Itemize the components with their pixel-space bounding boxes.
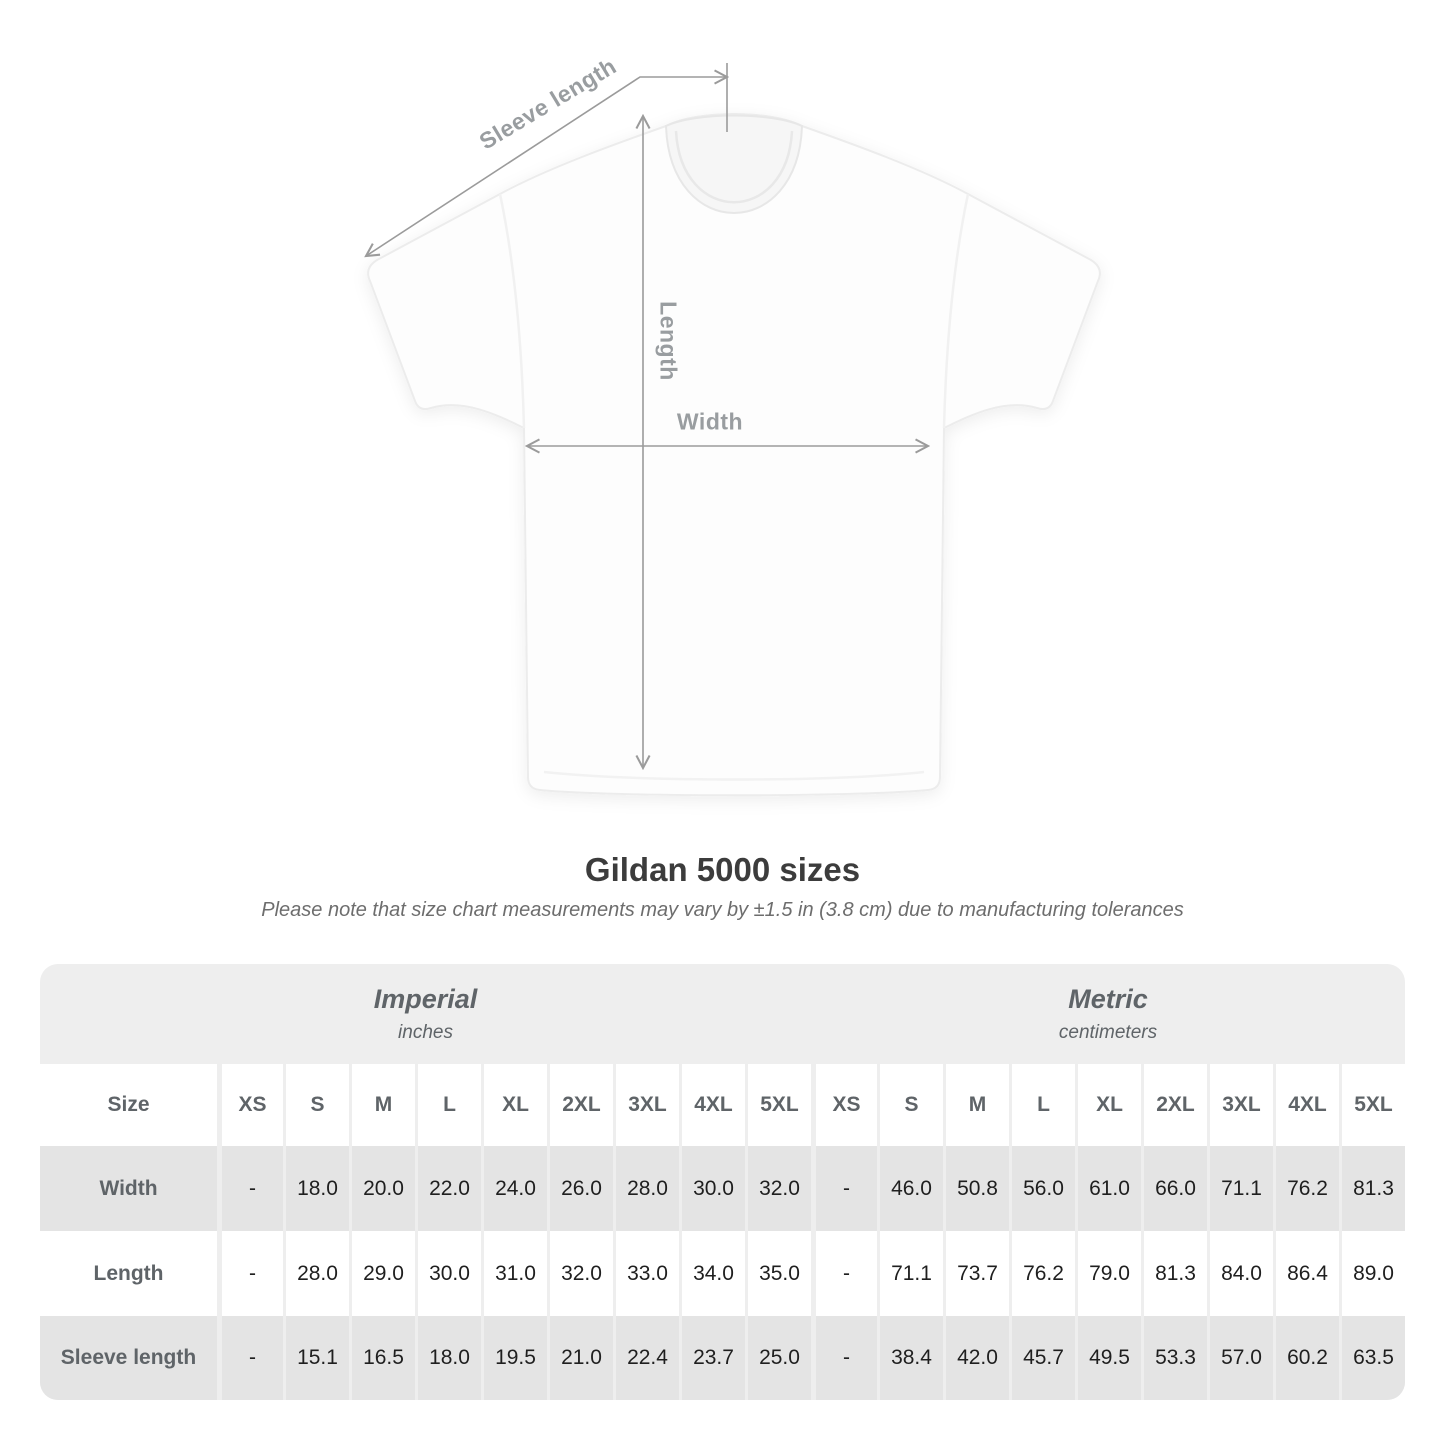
column-header: 4XL xyxy=(1273,1064,1339,1146)
size-table: Imperial inches Metric centimeters Size … xyxy=(40,964,1405,1400)
table-cell: 84.0 xyxy=(1207,1231,1273,1316)
tshirt-diagram: Sleeve length Length Width xyxy=(364,53,1101,797)
tolerance-note: Please note that size chart measurements… xyxy=(261,899,1184,921)
imperial-section-header: Imperial inches xyxy=(40,964,811,1064)
table-cell: 19.5 xyxy=(481,1316,547,1400)
table-cell: 38.4 xyxy=(877,1316,943,1400)
table-cell: 42.0 xyxy=(943,1316,1009,1400)
column-header: M xyxy=(349,1064,415,1146)
row-label: Length xyxy=(40,1231,217,1316)
table-cell: 71.1 xyxy=(1207,1146,1273,1231)
column-header: 5XL xyxy=(1339,1064,1405,1146)
table-cell: - xyxy=(811,1231,877,1316)
metric-label: Metric xyxy=(1068,984,1148,1014)
width-label: Width xyxy=(676,408,744,435)
table-cell: 76.2 xyxy=(1273,1146,1339,1231)
table-cell: 30.0 xyxy=(415,1231,481,1316)
metric-unit: centimeters xyxy=(1058,1022,1158,1043)
table-cell: 79.0 xyxy=(1075,1231,1141,1316)
column-header: S xyxy=(283,1064,349,1146)
table-cell: 73.7 xyxy=(943,1231,1009,1316)
table-cell: 61.0 xyxy=(1075,1146,1141,1231)
column-header: M xyxy=(943,1064,1009,1146)
table-cell: 81.3 xyxy=(1339,1146,1405,1231)
table-cell: - xyxy=(217,1316,283,1400)
column-header: XL xyxy=(481,1064,547,1146)
table-cell: 35.0 xyxy=(745,1231,811,1316)
size-column-header: Size xyxy=(40,1064,217,1146)
table-cell: 21.0 xyxy=(547,1316,613,1400)
page-title: Gildan 5000 sizes xyxy=(584,851,861,888)
table-cell: 81.3 xyxy=(1141,1231,1207,1316)
column-header: L xyxy=(415,1064,481,1146)
table-cell: 32.0 xyxy=(745,1146,811,1231)
table-cell: 49.5 xyxy=(1075,1316,1141,1400)
table-cell: 89.0 xyxy=(1339,1231,1405,1316)
imperial-unit: inches xyxy=(398,1022,453,1043)
table-cell: 33.0 xyxy=(613,1231,679,1316)
table-cell: 22.0 xyxy=(415,1146,481,1231)
table-cell: 30.0 xyxy=(679,1146,745,1231)
table-cell: 20.0 xyxy=(349,1146,415,1231)
table-cell: 56.0 xyxy=(1009,1146,1075,1231)
column-header: L xyxy=(1009,1064,1075,1146)
table-cell: 60.2 xyxy=(1273,1316,1339,1400)
table-cell: 28.0 xyxy=(613,1146,679,1231)
table-cell: - xyxy=(217,1231,283,1316)
table-cell: 25.0 xyxy=(745,1316,811,1400)
table-cell: 16.5 xyxy=(349,1316,415,1400)
table-cell: 29.0 xyxy=(349,1231,415,1316)
column-header: 4XL xyxy=(679,1064,745,1146)
column-header: 3XL xyxy=(613,1064,679,1146)
table-cell: 22.4 xyxy=(613,1316,679,1400)
table-cell: 45.7 xyxy=(1009,1316,1075,1400)
column-header: S xyxy=(877,1064,943,1146)
column-header: 2XL xyxy=(547,1064,613,1146)
tshirt-graphic xyxy=(364,63,1101,797)
table-cell: 15.1 xyxy=(283,1316,349,1400)
table-cell: 23.7 xyxy=(679,1316,745,1400)
sleeve-length-line xyxy=(364,69,730,258)
column-header: XL xyxy=(1075,1064,1141,1146)
table-cell: 31.0 xyxy=(481,1231,547,1316)
table-cell: 53.3 xyxy=(1141,1316,1207,1400)
table-cell: 26.0 xyxy=(547,1146,613,1231)
table-cell: 63.5 xyxy=(1339,1316,1405,1400)
column-header: 5XL xyxy=(745,1064,811,1146)
table-cell: 50.8 xyxy=(943,1146,1009,1231)
table-cell: 24.0 xyxy=(481,1146,547,1231)
table-cell: 86.4 xyxy=(1273,1231,1339,1316)
table-cell: 32.0 xyxy=(547,1231,613,1316)
column-header: XS xyxy=(811,1064,877,1146)
imperial-label: Imperial xyxy=(373,984,478,1014)
table-cell: - xyxy=(811,1146,877,1231)
column-header: 3XL xyxy=(1207,1064,1273,1146)
table-cell: 71.1 xyxy=(877,1231,943,1316)
hem-shading xyxy=(543,770,925,781)
tshirt-shape xyxy=(367,113,1101,797)
table-cell: 18.0 xyxy=(415,1316,481,1400)
table-cell: 34.0 xyxy=(679,1231,745,1316)
table-cell: 18.0 xyxy=(283,1146,349,1231)
column-header: 2XL xyxy=(1141,1064,1207,1146)
right-sleeve-seam xyxy=(942,193,970,429)
column-header: XS xyxy=(217,1064,283,1146)
metric-section-header: Metric centimeters xyxy=(811,964,1405,1064)
table-cell: - xyxy=(811,1316,877,1400)
table-cell: 66.0 xyxy=(1141,1146,1207,1231)
table-cell: 46.0 xyxy=(877,1146,943,1231)
row-label: Sleeve length xyxy=(40,1316,217,1400)
table-cell: 57.0 xyxy=(1207,1316,1273,1400)
table-cell: 76.2 xyxy=(1009,1231,1075,1316)
row-label: Width xyxy=(40,1146,217,1231)
table-cell: - xyxy=(217,1146,283,1231)
length-label: Length xyxy=(655,301,682,381)
table-cell: 28.0 xyxy=(283,1231,349,1316)
